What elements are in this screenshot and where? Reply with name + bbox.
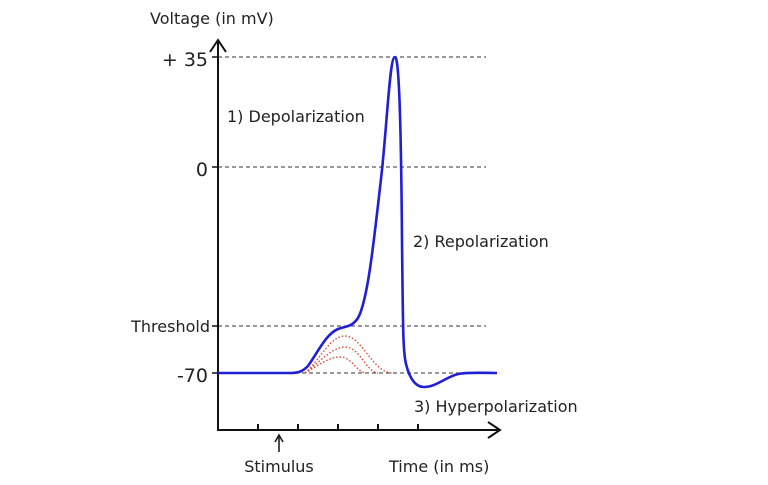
stimulus-arrowhead	[274, 433, 284, 443]
threshold-level-label: Threshold	[130, 317, 210, 336]
stimulus-label: Stimulus	[244, 457, 314, 476]
hyperpolarization-label: 3) Hyperpolarization	[414, 397, 578, 416]
action-potential-curve	[218, 55, 498, 389]
subthreshold-response-large	[304, 335, 393, 374]
subthreshold-response-small	[304, 356, 367, 374]
y-axis-label: Voltage (in mV)	[150, 9, 274, 28]
depolarization-label: 1) Depolarization	[227, 107, 365, 126]
x-axis-label: Time (in ms)	[388, 457, 489, 476]
zero-level-label: 0	[196, 159, 208, 181]
subthreshold-response-medium	[304, 346, 379, 374]
repolarization-label: 2) Repolarization	[413, 232, 549, 251]
y-axis-arrowhead	[209, 38, 227, 53]
x-axis-arrowhead	[487, 421, 502, 439]
resting-level-label: -70	[177, 365, 208, 387]
peak-level-label: + 35	[162, 49, 208, 71]
